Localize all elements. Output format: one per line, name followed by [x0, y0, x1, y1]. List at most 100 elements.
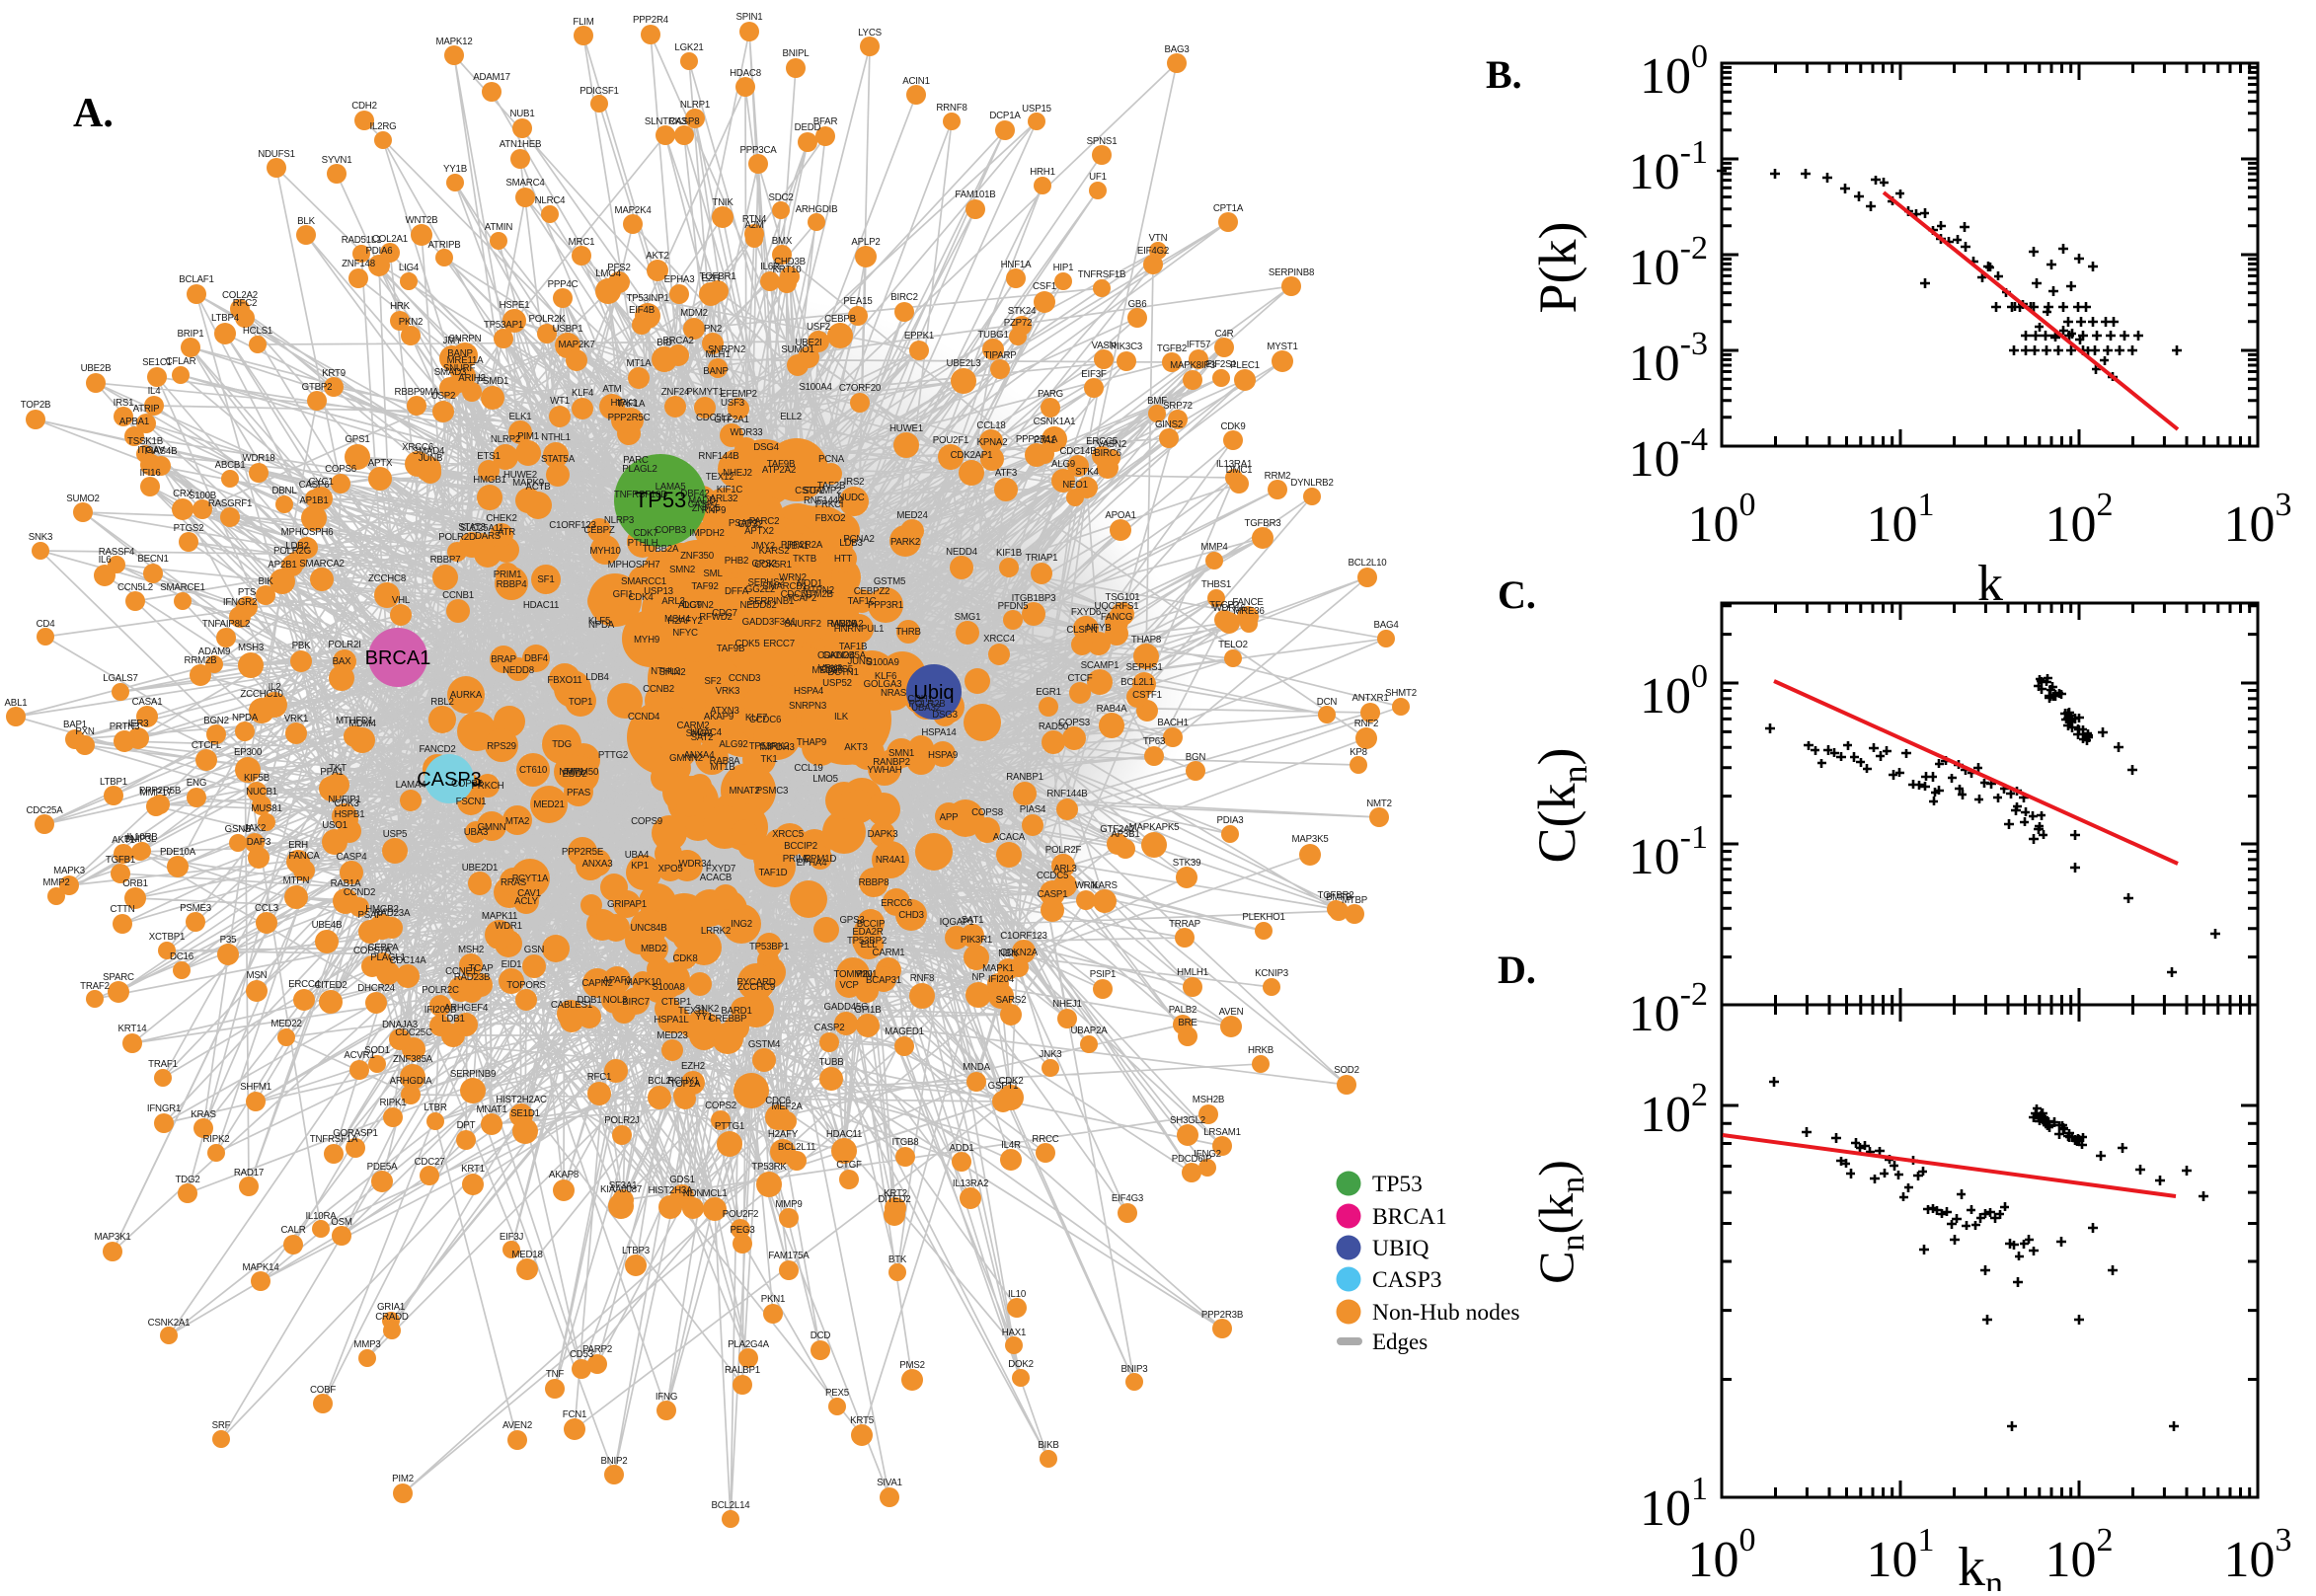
svg-text:DCD: DCD — [811, 1330, 831, 1341]
svg-text:IL13RA1: IL13RA1 — [1216, 459, 1252, 470]
svg-text:EDA2R: EDA2R — [852, 927, 884, 938]
svg-text:CARM2: CARM2 — [677, 721, 710, 731]
svg-text:MED25: MED25 — [811, 665, 842, 676]
svg-text:ATMIN: ATMIN — [485, 222, 513, 233]
svg-text:OSM: OSM — [331, 1217, 352, 1228]
svg-text:TSG101: TSG101 — [1106, 592, 1140, 603]
svg-text:TP53: TP53 — [635, 488, 687, 512]
svg-text:SMARCB1: SMARCB1 — [762, 581, 807, 592]
svg-text:RRNF8: RRNF8 — [936, 103, 966, 114]
svg-text:IRS2: IRS2 — [844, 477, 865, 488]
svg-text:KIF5B: KIF5B — [244, 773, 270, 784]
svg-text:MTHFD1: MTHFD1 — [336, 716, 373, 726]
svg-text:RALBP1: RALBP1 — [725, 1365, 760, 1376]
svg-text:KLF6: KLF6 — [875, 671, 896, 682]
svg-text:CHD3: CHD3 — [898, 910, 924, 921]
svg-text:EFEMP2: EFEMP2 — [720, 389, 757, 400]
svg-text:ELL2: ELL2 — [780, 412, 802, 422]
svg-text:SNRPN3: SNRPN3 — [789, 701, 826, 712]
svg-text:LDB3: LDB3 — [839, 538, 862, 549]
svg-text:MAPK12: MAPK12 — [435, 37, 472, 47]
svg-text:JAK2: JAK2 — [244, 823, 266, 834]
svg-text:PPP3R1: PPP3R1 — [868, 600, 903, 611]
svg-text:PDE5A: PDE5A — [367, 1162, 399, 1173]
svg-text:103: 103 — [2224, 487, 2292, 553]
svg-text:PTTG1: PTTG1 — [715, 1121, 744, 1132]
svg-text:BFAR: BFAR — [813, 116, 838, 127]
svg-text:RTN4: RTN4 — [742, 214, 767, 225]
svg-text:PBK: PBK — [292, 641, 312, 651]
svg-text:ATR: ATR — [498, 527, 515, 538]
svg-text:ARHGDIB: ARHGDIB — [796, 204, 838, 215]
svg-text:PSME3: PSME3 — [180, 903, 211, 914]
svg-text:SE1C1: SE1C1 — [142, 357, 172, 368]
svg-text:SCAMP2: SCAMP2 — [804, 486, 842, 496]
svg-text:HUWE2: HUWE2 — [503, 470, 537, 481]
svg-text:ZNF148: ZNF148 — [342, 259, 375, 269]
svg-text:SE1D1: SE1D1 — [510, 1108, 540, 1119]
svg-text:CASP7: CASP7 — [688, 499, 719, 510]
svg-text:UBA3: UBA3 — [464, 827, 489, 838]
svg-text:HSPA14: HSPA14 — [921, 727, 957, 738]
svg-text:BRIP1: BRIP1 — [178, 329, 204, 340]
svg-text:VCP: VCP — [839, 980, 858, 991]
svg-text:CFLAR: CFLAR — [166, 356, 196, 367]
svg-text:LGK21: LGK21 — [674, 42, 703, 53]
svg-text:CDC7: CDC7 — [712, 608, 737, 619]
svg-text:IL2: IL2 — [269, 682, 281, 693]
svg-text:KLF4: KLF4 — [572, 388, 594, 399]
svg-text:MAPKAPK5: MAPKAPK5 — [1129, 822, 1180, 833]
svg-text:POLR2J: POLR2J — [604, 1115, 640, 1126]
svg-text:RBBP8: RBBP8 — [859, 877, 889, 888]
svg-text:VTN: VTN — [1149, 233, 1168, 244]
svg-text:MED22: MED22 — [270, 1019, 301, 1029]
svg-text:MED18: MED18 — [511, 1250, 542, 1260]
svg-text:SNURF: SNURF — [443, 363, 476, 374]
svg-text:TGFB2: TGFB2 — [1157, 343, 1187, 354]
svg-text:POLR2G: POLR2G — [273, 546, 311, 557]
svg-text:FANCD2: FANCD2 — [419, 744, 455, 755]
svg-text:IFNGR1: IFNGR1 — [147, 1103, 181, 1114]
svg-text:CDC25C: CDC25C — [395, 1027, 432, 1038]
svg-text:MT1B: MT1B — [710, 762, 734, 773]
svg-text:DCN: DCN — [1317, 697, 1338, 708]
svg-text:HSPB1: HSPB1 — [335, 809, 365, 820]
svg-text:SF1: SF1 — [537, 574, 554, 585]
svg-text:CASP4: CASP4 — [337, 852, 368, 863]
svg-text:GFI1B: GFI1B — [855, 1005, 882, 1016]
svg-text:TGFBR2: TGFBR2 — [1317, 890, 1353, 901]
svg-text:DITED2: DITED2 — [878, 1194, 910, 1205]
svg-text:NHEJ2: NHEJ2 — [723, 468, 752, 479]
svg-text:HAX1: HAX1 — [1002, 1328, 1027, 1338]
svg-text:TRIAP1: TRIAP1 — [1026, 553, 1058, 564]
svg-text:TK1: TK1 — [760, 754, 777, 765]
svg-text:CPT1A: CPT1A — [1213, 203, 1244, 214]
svg-text:XRCC6: XRCC6 — [402, 442, 433, 453]
svg-text:HIP1: HIP1 — [1053, 263, 1074, 273]
svg-text:NLRP2: NLRP2 — [491, 434, 520, 445]
svg-text:BACH1: BACH1 — [1157, 718, 1188, 728]
svg-text:MAGED1: MAGED1 — [885, 1026, 924, 1037]
svg-text:CDK4: CDK4 — [628, 592, 654, 603]
svg-text:ELK1: ELK1 — [509, 412, 532, 422]
svg-text:DCTN1: DCTN1 — [827, 667, 858, 678]
svg-text:RNF2: RNF2 — [1354, 719, 1379, 729]
svg-text:IFI205B: IFI205B — [425, 1005, 457, 1016]
svg-text:TNFRSF1B: TNFRSF1B — [1078, 269, 1125, 280]
svg-text:POU2F1: POU2F1 — [933, 435, 969, 446]
svg-text:CRADD: CRADD — [375, 1312, 409, 1323]
svg-text:NOD1: NOD1 — [797, 578, 822, 589]
svg-text:WDR33: WDR33 — [731, 427, 763, 438]
svg-text:SHFM1: SHFM1 — [240, 1082, 271, 1093]
svg-text:ARL3: ARL3 — [661, 596, 684, 607]
svg-text:EIF4B: EIF4B — [629, 305, 655, 316]
svg-text:MT1A: MT1A — [626, 358, 652, 369]
svg-text:FANCE: FANCE — [1232, 597, 1264, 608]
svg-text:TP53INP1: TP53INP1 — [626, 293, 668, 304]
svg-text:A2M: A2M — [744, 220, 763, 231]
svg-text:GSPT1: GSPT1 — [988, 1081, 1019, 1092]
svg-text:FAM101B: FAM101B — [955, 190, 995, 200]
svg-text:PALB2: PALB2 — [1169, 1005, 1197, 1016]
svg-text:HMLH1: HMLH1 — [1177, 967, 1208, 978]
svg-text:SOD2: SOD2 — [1334, 1065, 1359, 1076]
